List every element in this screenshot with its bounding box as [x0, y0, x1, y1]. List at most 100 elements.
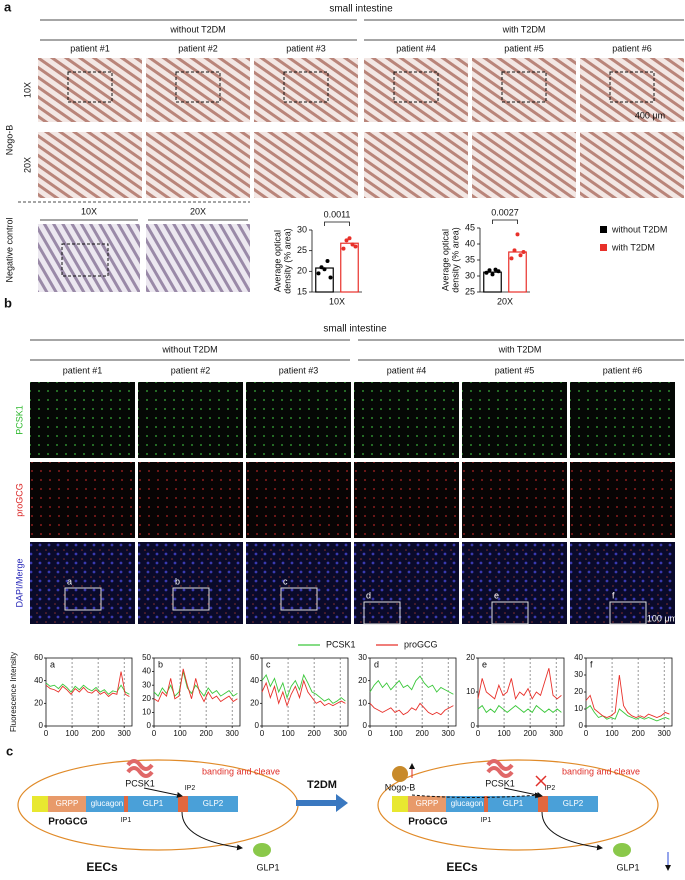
panel-label: b	[4, 295, 12, 310]
y-tick-label: 45	[465, 222, 475, 232]
plot-frame	[585, 657, 673, 727]
plot-frame	[369, 657, 457, 727]
action-label: banding and cleave	[202, 766, 280, 776]
fluorescence-image	[462, 462, 567, 538]
fluorescence-image	[354, 462, 459, 538]
roi-label: e	[494, 590, 499, 600]
micrograph	[472, 132, 576, 198]
x-tick-label: 0	[584, 729, 589, 738]
bracket	[492, 219, 518, 224]
gene-segment	[488, 796, 538, 812]
row-label: 10X	[22, 82, 32, 98]
panel-label: c	[6, 743, 13, 758]
zoom-box	[501, 71, 547, 103]
y-tick-label: 20	[142, 694, 151, 703]
gene-segment	[188, 796, 238, 812]
patient-label: patient #4	[396, 43, 436, 53]
data-point	[496, 269, 501, 274]
patient-label: patient #6	[603, 365, 643, 375]
fluorescence-image	[30, 542, 135, 624]
plot-label: d	[374, 659, 379, 669]
plot-frame	[261, 657, 349, 727]
stain-label: Nogo-B	[4, 125, 14, 156]
site-label: IP2	[185, 785, 196, 792]
arrow	[143, 787, 183, 798]
panel-title: small intestine	[323, 324, 387, 335]
roi-box	[280, 587, 318, 611]
y-tick-label: 25	[465, 286, 475, 296]
fluorescence-image	[246, 382, 351, 458]
plot-frame	[45, 657, 133, 727]
segment-label: glucagon	[91, 799, 123, 808]
series-line	[45, 682, 130, 695]
plot-label: f	[590, 659, 593, 669]
roi-label: a	[67, 576, 72, 586]
plot-frame	[477, 657, 565, 727]
zoom-box	[393, 71, 439, 103]
enzyme-icon	[126, 759, 154, 778]
y-tick-label: 35	[465, 254, 475, 264]
data-point	[344, 238, 349, 243]
y-tick-label: 40	[574, 653, 583, 662]
arrow	[503, 787, 543, 798]
fluorescence-image	[30, 382, 135, 458]
y-axis-label: density (% area)	[282, 228, 292, 294]
micrograph	[364, 58, 468, 122]
x-tick-label: 0	[260, 729, 265, 738]
fluorescence-image	[570, 462, 675, 538]
y-tick-label: 25	[297, 245, 307, 255]
micrograph	[472, 58, 576, 122]
series-line	[45, 671, 130, 698]
y-tick-label: 0	[579, 721, 584, 730]
series-line	[261, 673, 346, 704]
fluorescence-image	[246, 542, 351, 624]
x-tick-label: 300	[118, 729, 132, 738]
y-axis-label: Average optical	[440, 229, 450, 291]
gene-segment	[48, 796, 86, 812]
micrograph	[580, 58, 684, 122]
zoom-box	[283, 71, 329, 103]
inhibitor-icon	[392, 766, 408, 782]
precursor-label: ProGCG	[48, 817, 88, 828]
x-tick-label: 100	[281, 729, 295, 738]
action-label: banding and cleave	[562, 766, 640, 776]
inhibition	[411, 792, 541, 799]
zoom-box	[175, 71, 221, 103]
y-tick-label: 20	[574, 687, 583, 696]
x-tick-label: 200	[307, 729, 321, 738]
y-tick-label: 10	[466, 687, 475, 696]
gene-segment	[446, 796, 488, 812]
data-point	[341, 246, 346, 251]
data-point	[487, 268, 492, 273]
y-tick-label: 30	[297, 224, 307, 234]
y-tick-label: 0	[471, 721, 476, 730]
roi-box	[363, 601, 401, 625]
roi-box	[172, 587, 210, 611]
panel-label: a	[4, 0, 12, 14]
x-axis-label: 20X	[497, 296, 513, 306]
group-label: with T2DM	[502, 24, 546, 34]
data-point	[493, 267, 498, 272]
data-point	[484, 270, 489, 275]
data-point	[328, 275, 333, 280]
row-label: Negative control	[4, 217, 14, 282]
group-label: with T2DM	[498, 344, 542, 354]
x-tick-label: 100	[65, 729, 79, 738]
micrograph	[38, 224, 140, 292]
y-tick-label: 20	[34, 698, 43, 707]
fluorescence-image	[570, 542, 675, 624]
series-line	[261, 679, 346, 708]
plot-label: e	[482, 659, 487, 669]
row-label: PCSK1	[14, 405, 24, 435]
fluorescence-image	[30, 462, 135, 538]
fluorescence-image	[246, 462, 351, 538]
patient-label: patient #4	[387, 365, 427, 375]
gene-segment	[128, 796, 178, 812]
fluorescence-image	[138, 462, 243, 538]
plot-label: c	[266, 659, 271, 669]
micrograph	[254, 132, 358, 198]
legend-swatch	[600, 226, 607, 233]
data-point	[316, 271, 321, 276]
x-tick-label: 200	[415, 729, 429, 738]
